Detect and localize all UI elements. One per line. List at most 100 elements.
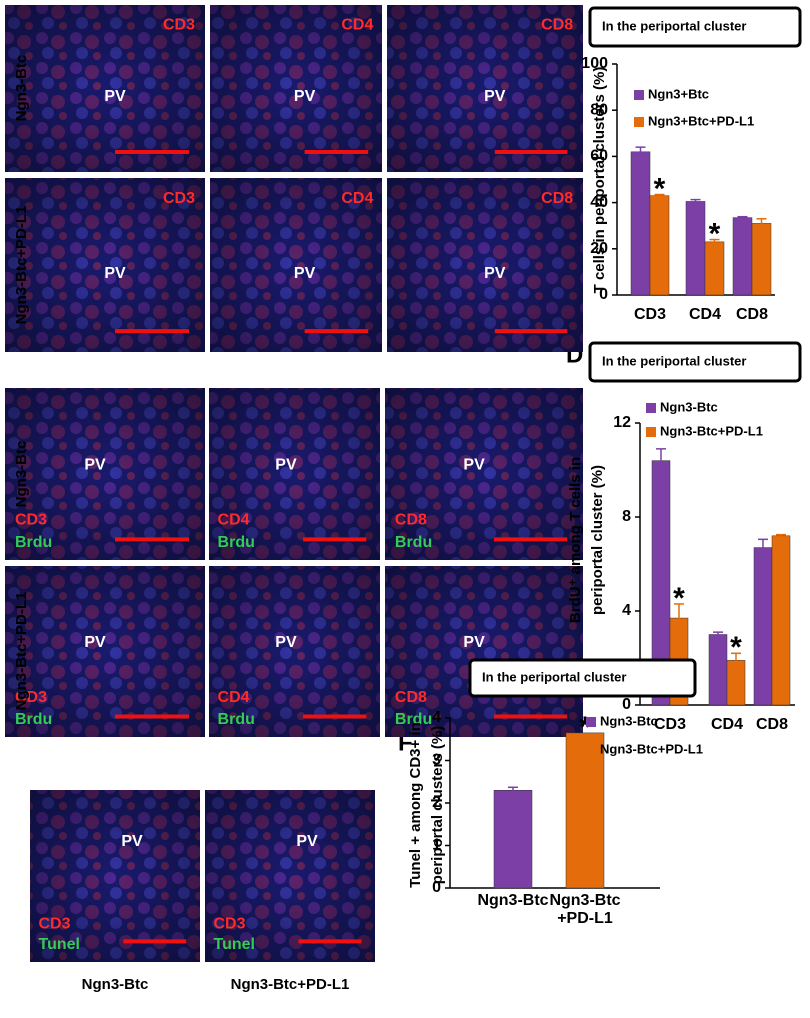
image-label: PV [104, 88, 126, 105]
y-axis-label: periportal clusters (%) [429, 726, 446, 884]
legend-label: Ngn3-Btc+PD-L1 [600, 741, 703, 756]
micrograph-shade [5, 5, 205, 172]
chart-title: In the periportal cluster [602, 353, 746, 368]
legend-label: Ngn3-Btc [600, 713, 658, 728]
error-bar [654, 193, 665, 197]
micrograph-shade [387, 5, 583, 172]
y-tick-label: 4 [432, 709, 441, 726]
error-bar [709, 238, 720, 245]
image-label: CD4 [218, 512, 250, 529]
legend-swatch [634, 90, 644, 100]
y-tick-label: 40 [590, 194, 608, 211]
image-label: PV [296, 833, 318, 850]
legend-swatch [646, 403, 656, 413]
image-label: CD4 [341, 16, 373, 33]
bar [685, 201, 706, 296]
error-bar [635, 146, 646, 157]
y-axis-label: T cells in periportal clusters (%) [591, 67, 608, 294]
image-label: Brdu [15, 534, 52, 551]
chart-title: In the periportal cluster [482, 669, 626, 684]
legend-label: Ngn3-Btc+PD-L1 [660, 423, 763, 438]
x-tick-label: CD3 [654, 716, 686, 733]
image-label: PV [275, 634, 297, 651]
y-axis-label: Tunel + among CD3+ in [407, 722, 424, 888]
error-bar [508, 786, 518, 794]
legend-swatch [586, 717, 596, 727]
bar [753, 547, 773, 706]
image-label: PV [463, 457, 485, 474]
y-tick-label: 4 [622, 602, 631, 619]
error-bar [737, 215, 748, 219]
y-tick-label: 0 [432, 879, 441, 896]
micrograph-shade [30, 790, 200, 962]
image-label: PV [463, 634, 485, 651]
x-tick-label: CD3 [634, 306, 666, 323]
bar [708, 634, 728, 706]
legend-swatch [586, 745, 596, 755]
error-bar [756, 218, 767, 229]
error-bar [674, 603, 684, 633]
row-label: Ngn3-Btc+PD-L1 [13, 206, 30, 325]
y-tick-label: 80 [590, 101, 608, 118]
image-label: PV [484, 265, 506, 282]
image-label: Brdu [15, 711, 52, 728]
legend-label: Ngn3-Btc [660, 399, 718, 414]
micrograph-shade [205, 790, 375, 962]
image-label: Tunel [39, 936, 80, 953]
image-label: PV [275, 457, 297, 474]
micrograph-shade [385, 566, 583, 737]
legend-swatch [646, 427, 656, 437]
y-tick-label: 2 [432, 794, 441, 811]
significance-mark: * [730, 631, 742, 664]
bar [630, 151, 651, 296]
bar [649, 195, 670, 296]
image-label: CD3 [15, 689, 47, 706]
significance-mark: * [709, 217, 721, 250]
row-label: Ngn3-Btc+PD-L1 [13, 592, 30, 711]
image-label: CD3 [39, 915, 71, 932]
y-tick-label: 3 [432, 752, 441, 769]
image-label: CD4 [218, 689, 250, 706]
significance-mark: * [579, 711, 591, 744]
micrograph-shade [209, 388, 380, 560]
error-bar [776, 533, 786, 537]
y-tick-label: 100 [581, 55, 608, 72]
bar [493, 790, 533, 889]
y-tick-label: 1 [432, 837, 441, 854]
micrograph-shade [5, 388, 205, 560]
y-tick-label: 8 [622, 508, 631, 525]
image-label: PV [484, 88, 506, 105]
error-bar [690, 198, 701, 204]
image-label: CD8 [541, 190, 573, 207]
image-label: Tunel [214, 936, 255, 953]
image-label: PV [294, 88, 316, 105]
x-tick-label: CD4 [711, 716, 743, 733]
chart-title: In the periportal cluster [602, 18, 746, 33]
image-label: PV [294, 265, 316, 282]
image-caption: Ngn3-Btc+PD-L1 [231, 976, 350, 993]
image-label: CD3 [163, 190, 195, 207]
error-bar [731, 652, 741, 668]
micrograph-shade [209, 566, 380, 737]
error-bar [758, 538, 768, 556]
micrograph-shade [385, 388, 583, 560]
micrograph-shade [5, 178, 205, 352]
image-label: CD3 [15, 512, 47, 529]
y-tick-label: 20 [590, 240, 608, 257]
image-label: Brdu [218, 711, 255, 728]
y-tick-label: 60 [590, 148, 608, 165]
image-label: Brdu [218, 534, 255, 551]
y-tick-label: 0 [599, 286, 608, 303]
image-label: CD3 [214, 915, 246, 932]
image-label: CD8 [541, 16, 573, 33]
legend-label: Ngn3+Btc+PD-L1 [648, 113, 754, 128]
bar [732, 217, 753, 296]
x-tick-label: Ngn3-Btc +PD-L1 [549, 892, 621, 927]
image-label: PV [104, 265, 126, 282]
micrograph-shade [5, 566, 205, 737]
image-label: CD8 [395, 689, 427, 706]
micrograph-shade [387, 178, 583, 352]
bar [751, 223, 772, 296]
